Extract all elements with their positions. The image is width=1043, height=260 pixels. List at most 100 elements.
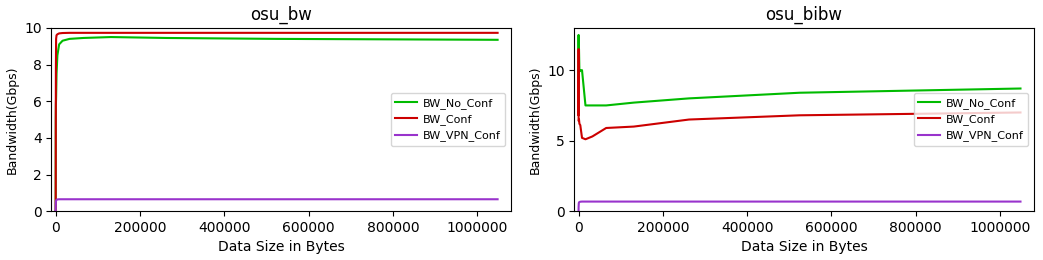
BW_No_Conf <box>49 206 62 209</box>
Line: BW_Conf: BW_Conf <box>579 49 1020 139</box>
BW_No_Conf <box>579 104 591 107</box>
BW_VPN_Conf <box>573 207 585 211</box>
BW_VPN_Conf <box>49 209 62 212</box>
BW_No_Conf <box>49 177 62 180</box>
BW_Conf <box>573 108 585 111</box>
BW_Conf <box>576 136 588 139</box>
BW_Conf <box>50 37 63 41</box>
BW_VPN_Conf <box>50 199 63 202</box>
BW_VPN_Conf <box>573 202 585 205</box>
Legend: BW_No_Conf, BW_Conf, BW_VPN_Conf: BW_No_Conf, BW_Conf, BW_VPN_Conf <box>914 93 1028 146</box>
BW_No_Conf <box>573 104 585 107</box>
BW_No_Conf <box>49 199 62 202</box>
BW_No_Conf <box>49 203 62 206</box>
BW_No_Conf <box>573 104 585 107</box>
BW_Conf <box>49 209 62 212</box>
BW_Conf <box>49 204 62 207</box>
BW_VPN_Conf <box>573 209 585 212</box>
BW_Conf <box>600 126 612 129</box>
BW_Conf <box>573 118 585 121</box>
BW_VPN_Conf <box>573 207 585 210</box>
BW_No_Conf <box>56 39 69 42</box>
BW_Conf <box>53 32 66 35</box>
BW_VPN_Conf <box>573 209 585 212</box>
BW_No_Conf <box>50 96 63 99</box>
BW_VPN_Conf <box>600 200 612 203</box>
BW_Conf <box>49 191 62 194</box>
BW_VPN_Conf <box>49 203 62 206</box>
BW_VPN_Conf <box>49 208 62 211</box>
Y-axis label: Bandwidth(Gbps): Bandwidth(Gbps) <box>5 65 19 174</box>
BW_VPN_Conf <box>683 200 696 203</box>
BW_No_Conf <box>573 43 585 46</box>
BW_VPN_Conf <box>49 209 62 212</box>
BW_Conf <box>1014 111 1026 114</box>
BW_Conf <box>64 31 76 34</box>
BW_No_Conf <box>270 37 283 41</box>
BW_VPN_Conf <box>51 198 64 201</box>
BW_VPN_Conf <box>574 200 586 203</box>
BW_Conf <box>50 34 63 37</box>
BW_No_Conf <box>50 72 63 75</box>
Line: BW_VPN_Conf: BW_VPN_Conf <box>579 202 1020 211</box>
BW_Conf <box>573 119 585 122</box>
BW_No_Conf <box>64 37 76 41</box>
BW_Conf <box>56 31 69 35</box>
BW_No_Conf <box>573 104 585 107</box>
BW_No_Conf <box>683 97 696 100</box>
X-axis label: Data Size in Bytes: Data Size in Bytes <box>741 240 868 255</box>
BW_No_Conf <box>491 38 504 41</box>
BW_No_Conf <box>573 33 585 36</box>
BW_VPN_Conf <box>49 206 62 209</box>
BW_VPN_Conf <box>573 210 585 213</box>
Line: BW_No_Conf: BW_No_Conf <box>579 35 1020 105</box>
BW_VPN_Conf <box>794 200 806 203</box>
BW_No_Conf <box>53 43 66 46</box>
BW_VPN_Conf <box>573 209 585 212</box>
X-axis label: Data Size in Bytes: Data Size in Bytes <box>218 240 344 255</box>
BW_VPN_Conf <box>77 198 90 201</box>
BW_Conf <box>683 118 696 121</box>
BW_Conf <box>270 31 283 34</box>
BW_No_Conf <box>574 70 586 73</box>
BW_VPN_Conf <box>49 209 62 212</box>
BW_Conf <box>573 111 585 114</box>
BW_No_Conf <box>600 104 612 107</box>
BW_Conf <box>579 138 591 141</box>
BW_No_Conf <box>49 208 62 211</box>
Title: osu_bibw: osu_bibw <box>766 5 843 24</box>
BW_VPN_Conf <box>573 208 585 211</box>
BW_VPN_Conf <box>160 198 172 201</box>
BW_VPN_Conf <box>491 198 504 201</box>
BW_VPN_Conf <box>270 198 283 201</box>
BW_No_Conf <box>160 36 172 40</box>
BW_Conf <box>491 31 504 34</box>
BW_Conf <box>573 76 585 79</box>
BW_Conf <box>586 135 599 138</box>
BW_Conf <box>160 31 172 34</box>
BW_VPN_Conf <box>586 200 599 203</box>
BW_VPN_Conf <box>49 209 62 212</box>
BW_VPN_Conf <box>49 209 62 212</box>
BW_No_Conf <box>628 101 640 104</box>
BW_No_Conf <box>51 54 64 57</box>
BW_Conf <box>49 173 62 176</box>
BW_No_Conf <box>1014 87 1026 90</box>
BW_VPN_Conf <box>573 201 585 204</box>
BW_Conf <box>573 118 585 121</box>
BW_No_Conf <box>49 118 62 121</box>
BW_No_Conf <box>574 69 586 72</box>
Y-axis label: Bandwidth(Gbps): Bandwidth(Gbps) <box>529 65 541 174</box>
Line: BW_Conf: BW_Conf <box>55 33 498 211</box>
BW_Conf <box>794 114 806 117</box>
BW_Conf <box>574 124 586 127</box>
BW_No_Conf <box>576 69 588 72</box>
BW_No_Conf <box>794 91 806 94</box>
BW_No_Conf <box>50 103 63 106</box>
BW_VPN_Conf <box>628 200 640 203</box>
Line: BW_No_Conf: BW_No_Conf <box>55 37 498 210</box>
BW_Conf <box>49 207 62 210</box>
BW_No_Conf <box>49 209 62 212</box>
BW_VPN_Conf <box>56 198 69 201</box>
BW_No_Conf <box>586 104 599 107</box>
